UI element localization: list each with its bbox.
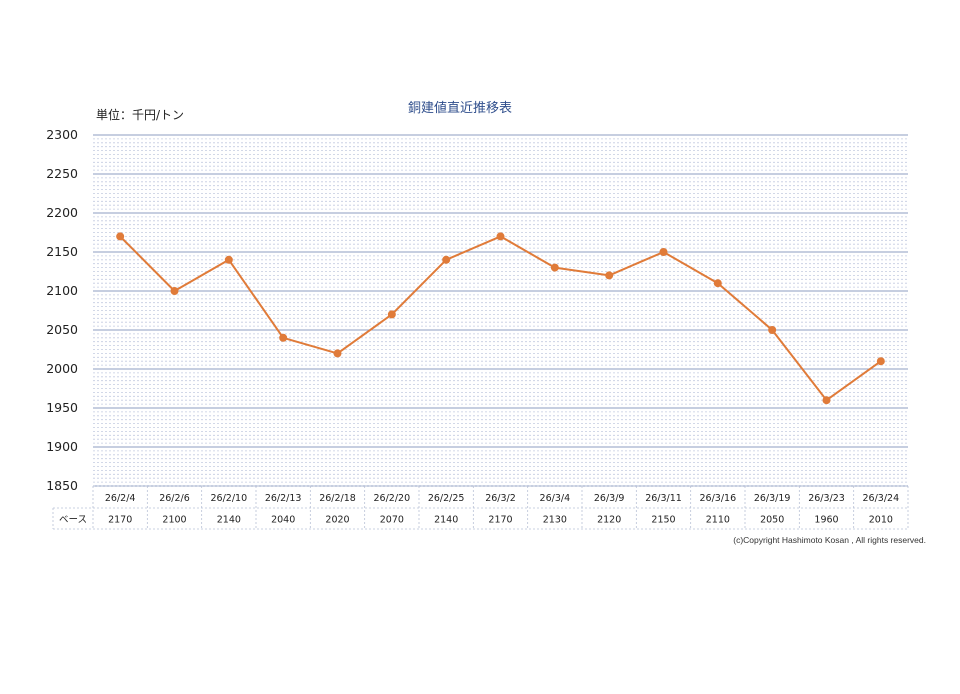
y-tick-label: 2100 <box>46 283 78 298</box>
y-tick-label: 2200 <box>46 205 78 220</box>
y-tick-label: 2250 <box>46 166 78 181</box>
data-point <box>876 357 885 366</box>
table-value-cell: 2140 <box>217 515 241 526</box>
data-point <box>768 326 777 334</box>
x-category-label: 26/3/23 <box>808 493 845 504</box>
x-category-label: 26/3/4 <box>540 493 571 504</box>
x-category-label: 26/3/9 <box>594 493 625 504</box>
data-point <box>333 349 342 358</box>
data-point <box>279 333 288 342</box>
data-point <box>822 396 831 405</box>
table-value-cell: 2140 <box>434 515 458 526</box>
gridlines <box>93 134 908 487</box>
data-point <box>224 255 233 264</box>
data-point <box>442 255 451 264</box>
data-point <box>605 271 614 280</box>
table-value-cell: 2070 <box>380 515 404 526</box>
table-row-label: ベース <box>59 515 87 526</box>
y-tick-label: 1850 <box>46 478 78 493</box>
table-value-cell: 1960 <box>814 515 838 526</box>
x-category-label: 26/2/4 <box>105 493 136 504</box>
data-point <box>387 310 396 319</box>
chart-title: 銅建値直近推移表 <box>407 101 512 116</box>
table-value-cell: 2130 <box>543 515 567 526</box>
data-point <box>170 287 179 295</box>
y-axis-ticks: 1850 1900 1950 2000 2050 2100 2150 2200 2250 2300 <box>46 127 78 493</box>
unit-label: 単位：千円/トン <box>96 108 185 122</box>
y-tick-label: 2150 <box>46 244 78 259</box>
table-value-cell: 2050 <box>760 515 784 526</box>
data-point <box>659 248 668 256</box>
data-table: ベース 26/2/4 2170 26/2/6 2100 26/2/10 2140 26/2/1… <box>52 485 909 530</box>
x-category-label: 26/3/24 <box>863 493 900 504</box>
data-point <box>116 232 125 241</box>
table-value-cell: 2040 <box>271 515 295 526</box>
data-point <box>550 263 559 272</box>
table-value-cell: 2170 <box>488 515 512 526</box>
x-category-label: 26/2/20 <box>374 493 411 504</box>
x-category-label: 26/3/2 <box>485 493 516 504</box>
y-tick-label: 1900 <box>46 439 78 454</box>
y-tick-label: 2300 <box>46 127 78 142</box>
data-point <box>496 232 505 241</box>
x-category-label: 26/3/11 <box>645 493 682 504</box>
table-value-cell: 2120 <box>597 515 621 526</box>
x-category-label: 26/2/18 <box>319 493 356 504</box>
copyright-notice: (c)Copyright Hashimoto Kosan , All right… <box>733 535 926 545</box>
series-points <box>116 232 885 405</box>
x-category-label: 26/2/10 <box>211 493 248 504</box>
x-category-label: 26/2/6 <box>159 493 190 504</box>
x-category-label: 26/2/25 <box>428 493 465 504</box>
x-category-label: 26/2/13 <box>265 493 302 504</box>
data-point <box>713 279 722 288</box>
table-value-cell: 2020 <box>325 515 349 526</box>
x-category-label: 26/3/19 <box>754 493 791 504</box>
y-tick-label: 2050 <box>46 322 78 337</box>
table-value-cell: 2110 <box>706 515 730 526</box>
table-value-cell: 2170 <box>108 515 132 526</box>
x-category-label: 26/3/16 <box>700 493 737 504</box>
y-tick-label: 1950 <box>46 400 78 415</box>
table-value-cell: 2010 <box>869 515 893 526</box>
table-value-cell: 2100 <box>162 515 186 526</box>
table-value-cell: 2150 <box>651 515 675 526</box>
y-tick-label: 2000 <box>46 361 78 376</box>
